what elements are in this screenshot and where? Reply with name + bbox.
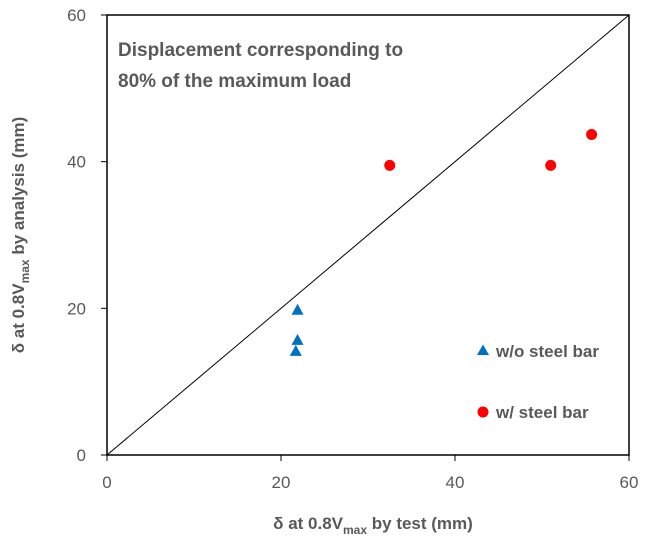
point-w-steel-bar: [384, 159, 396, 171]
y-axis-title: δ at 0.8Vmax by analysis (mm): [9, 117, 32, 354]
legend-marker-w-steel-bar: [477, 406, 489, 418]
reference-line-y-equals-x: [106, 14, 630, 456]
annotation-line-2: 80% of the maximum load: [118, 71, 351, 92]
x-tick-label: 40: [446, 473, 465, 492]
legend-label-w-steel-bar: w/ steel bar: [495, 403, 589, 422]
y-axis: 0 20 40 60: [67, 6, 107, 465]
plot-area: [106, 14, 630, 456]
point-w-o-steel-bar: [289, 344, 302, 356]
x-axis: 0 20 40 60: [102, 455, 638, 492]
legend-marker-w-o-steel-bar: [477, 344, 489, 355]
y-tick-label: 20: [67, 299, 86, 318]
data-points: [289, 129, 598, 356]
annotation-line-1: Displacement corresponding to: [118, 40, 403, 61]
legend: w/o steel bar w/ steel bar: [477, 342, 599, 422]
y-tick-label: 0: [77, 446, 86, 465]
x-tick-label: 20: [272, 473, 291, 492]
legend-label-w-o-steel-bar: w/o steel bar: [495, 342, 599, 361]
y-tick-label: 60: [67, 6, 86, 25]
point-w-steel-bar: [586, 129, 598, 141]
y-tick-label: 40: [67, 153, 86, 172]
x-tick-label: 60: [620, 473, 639, 492]
point-w-o-steel-bar: [291, 333, 304, 345]
point-w-steel-bar: [545, 159, 557, 171]
x-axis-title: δ at 0.8Vmax by test (mm): [273, 514, 473, 537]
x-tick-label: 0: [102, 473, 111, 492]
point-w-o-steel-bar: [291, 303, 304, 315]
